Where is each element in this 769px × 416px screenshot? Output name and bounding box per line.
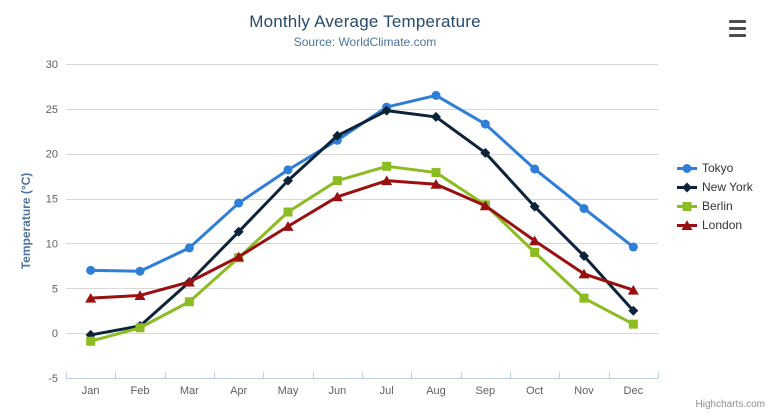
export-menu-button[interactable] [729, 19, 749, 38]
legend-item-tokyo[interactable]: Tokyo [676, 161, 753, 175]
data-point-berlin[interactable] [184, 297, 194, 307]
y-axis-tick-label: 30 [46, 59, 58, 71]
x-axis-labels: Jan Feb Mar Apr May Jun Jul Aug Sep Oct Nov Dec [82, 385, 644, 397]
data-point-new-york[interactable] [283, 175, 293, 186]
legend-symbol-triangle-icon [677, 219, 697, 230]
data-point-tokyo[interactable] [431, 90, 441, 100]
data-point-tokyo[interactable] [135, 266, 145, 276]
y-axis-tick-label: 0 [52, 328, 58, 340]
data-point-berlin[interactable] [86, 336, 96, 346]
series-tokyo [86, 90, 638, 276]
legend-item-london[interactable]: London [676, 218, 753, 232]
data-point-new-york[interactable] [332, 130, 343, 141]
data-point-new-york[interactable] [381, 105, 392, 116]
legend-symbol-marker[interactable] [681, 219, 693, 230]
hamburger-icon [729, 20, 746, 23]
legend-symbol-marker[interactable] [682, 182, 692, 192]
data-point-london[interactable] [430, 179, 442, 189]
legend-symbol-diamond-icon [677, 182, 697, 192]
data-point-berlin[interactable] [135, 323, 145, 333]
legend: Tokyo New York Berlin London [676, 161, 753, 232]
data-point-berlin[interactable] [431, 168, 441, 178]
data-point-tokyo[interactable] [234, 198, 244, 208]
x-axis-category-label: Mar [180, 385, 199, 397]
data-point-new-york[interactable] [480, 147, 491, 158]
data-point-london[interactable] [85, 292, 97, 303]
y-axis-tick-label: 20 [46, 149, 58, 161]
y-axis-tick-label: 25 [46, 104, 58, 116]
chart-title: Monthly Average Temperature [249, 12, 481, 31]
data-point-london[interactable] [578, 268, 590, 279]
y-axis-labels: -5 0 5 10 15 20 25 30 [46, 59, 58, 385]
legend-item-new-york[interactable]: New York [676, 180, 753, 194]
data-point-london[interactable] [627, 284, 639, 295]
data-point-berlin[interactable] [530, 247, 540, 257]
data-point-tokyo[interactable] [184, 243, 194, 253]
chart-subtitle: Source: WorldClimate.com [293, 35, 437, 49]
x-axis-category-label: May [278, 385, 299, 397]
series-line-new-york[interactable] [89, 109, 635, 337]
y-axis-tick-label: 10 [46, 238, 58, 250]
data-point-london[interactable] [381, 175, 393, 186]
data-point-london[interactable] [183, 276, 195, 287]
legend-item-berlin[interactable]: Berlin [676, 199, 753, 213]
series-line-berlin[interactable] [89, 164, 635, 343]
data-point-tokyo[interactable] [283, 165, 293, 175]
data-point-london[interactable] [233, 251, 245, 262]
data-point-london[interactable] [134, 290, 146, 300]
x-axis-category-label: Sep [476, 385, 496, 397]
y-axis-title: Temperature (°C) [19, 173, 33, 270]
data-point-new-york[interactable] [529, 201, 540, 212]
x-axis-category-label: Jan [82, 385, 100, 397]
series-new-york [85, 105, 639, 340]
data-point-new-york[interactable] [628, 305, 639, 316]
data-point-london[interactable] [529, 235, 541, 246]
hamburger-icon [729, 27, 746, 30]
legend-symbol-circle-icon [677, 163, 697, 173]
x-axis-category-label: Jun [328, 385, 346, 397]
series-line-london[interactable] [89, 179, 635, 300]
x-axis-category-label: Apr [230, 385, 247, 397]
series-london [85, 175, 639, 303]
hamburger-icon [729, 34, 746, 37]
credits-link[interactable]: Highcharts.com [695, 399, 765, 410]
legend-label: Berlin [702, 199, 733, 213]
x-axis-category-label: Oct [526, 385, 543, 397]
data-point-london[interactable] [479, 200, 491, 211]
x-axis-category-label: Nov [574, 385, 594, 397]
y-axis-tick-label: 5 [52, 283, 58, 295]
data-point-berlin[interactable] [332, 176, 342, 186]
data-point-berlin[interactable] [283, 207, 293, 217]
legend-symbol-square-icon [677, 201, 697, 211]
x-axis-category-label: Feb [131, 385, 150, 397]
data-point-tokyo[interactable] [628, 242, 638, 252]
data-point-new-york[interactable] [431, 111, 441, 122]
series-group [85, 90, 639, 346]
x-axis-category-label: Dec [624, 385, 644, 397]
legend-symbol-marker[interactable] [682, 201, 692, 211]
data-point-london[interactable] [331, 191, 343, 202]
data-point-london[interactable] [282, 221, 294, 231]
y-axis-tick-label: 15 [46, 194, 58, 206]
legend-label: Tokyo [702, 161, 734, 175]
data-point-tokyo[interactable] [86, 265, 96, 275]
legend-label: New York [702, 180, 753, 194]
data-point-new-york[interactable] [579, 250, 589, 261]
x-axis [66, 372, 659, 379]
data-point-berlin[interactable] [382, 161, 392, 171]
gridlines [66, 64, 658, 379]
data-point-new-york[interactable] [233, 226, 244, 237]
data-point-tokyo[interactable] [480, 119, 490, 129]
data-point-berlin[interactable] [628, 319, 638, 329]
data-point-tokyo[interactable] [579, 203, 589, 213]
x-axis-category-label: Aug [426, 385, 446, 397]
legend-label: London [702, 218, 743, 232]
x-axis-category-label: Jul [380, 385, 394, 397]
data-point-berlin[interactable] [579, 293, 589, 303]
legend-symbol-marker[interactable] [682, 163, 692, 173]
y-axis-tick-label: -5 [48, 373, 58, 385]
data-point-tokyo[interactable] [530, 164, 540, 174]
